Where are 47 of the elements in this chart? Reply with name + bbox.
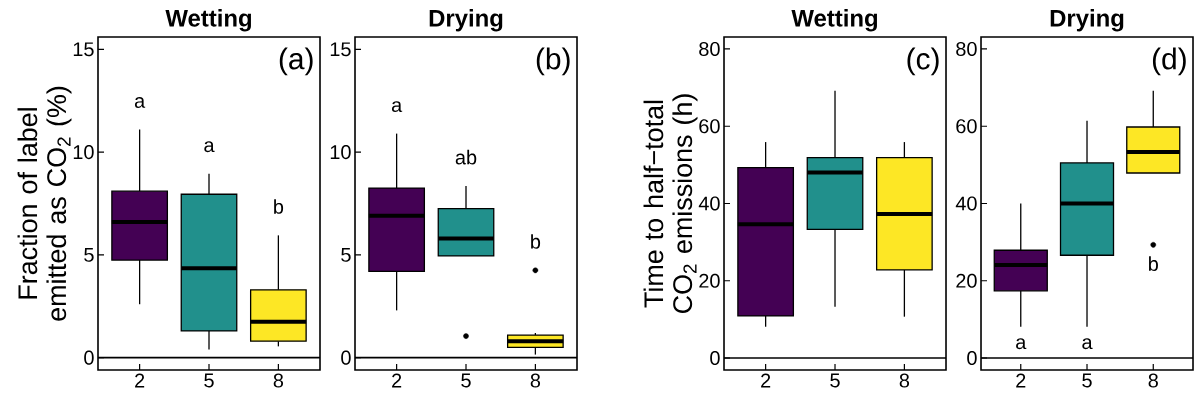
x-tick-label: 8	[899, 373, 910, 388]
annotation: b	[531, 234, 541, 249]
annotation: ab	[455, 149, 477, 165]
x-tick-label: 8	[1148, 373, 1158, 388]
y-tick-label: 5	[341, 247, 351, 262]
y-tick-label: 0	[967, 350, 977, 366]
y-tick-label: 10	[73, 145, 94, 160]
annotation: (b)	[536, 47, 570, 76]
y-tick-label: 5	[84, 247, 94, 262]
annotation: a	[204, 141, 215, 153]
y-tick-label: 60	[699, 119, 720, 134]
chart-title: Drying	[429, 9, 503, 32]
chart-title: Wetting	[165, 9, 252, 32]
x-tick-label: 5	[461, 373, 471, 388]
y-tick-label: 0	[341, 350, 351, 365]
chart-title: Wetting	[791, 9, 878, 32]
y-tick-label: 10	[330, 145, 351, 160]
y-tick-label: 40	[698, 196, 720, 211]
y-tick-label: 20	[699, 273, 720, 288]
chart-title: Drying	[1050, 9, 1124, 32]
x-tick-label: 2	[1016, 373, 1026, 388]
x-tick-label: 2	[135, 373, 145, 388]
y-tick-label: 80	[956, 41, 977, 57]
y-tick-label: 40	[955, 196, 977, 211]
y-tick-label: 0	[84, 350, 94, 365]
annotation: (c)	[907, 47, 939, 76]
annotation: a	[134, 97, 146, 108]
annotation: a	[391, 101, 403, 113]
y-tick-label: 0	[710, 350, 720, 366]
x-tick-label: 8	[530, 373, 541, 388]
annotation: a	[1016, 338, 1027, 350]
y-tick-label: 20	[956, 273, 977, 288]
annotation: (d)	[1152, 47, 1186, 76]
annotation: (a)	[279, 47, 313, 76]
x-tick-label: 5	[204, 373, 214, 388]
y-tick-label: 60	[956, 119, 977, 134]
annotation: b	[1149, 256, 1158, 271]
annotation: b	[274, 199, 284, 214]
x-tick-label: 2	[392, 373, 402, 388]
annotation: a	[1082, 338, 1093, 350]
y-tick-label: 15	[73, 42, 94, 57]
x-tick-label: 8	[273, 373, 284, 388]
x-tick-label: 5	[1082, 373, 1092, 388]
y-tick-label: 15	[330, 42, 351, 57]
y-tick-label: 80	[699, 41, 720, 57]
x-tick-label: 5	[830, 373, 840, 388]
x-tick-label: 2	[761, 373, 771, 388]
